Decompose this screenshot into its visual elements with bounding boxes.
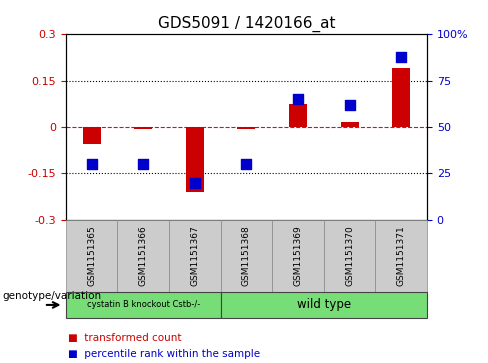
Bar: [392, 68, 410, 127]
Point: [88, 161, 96, 167]
Bar: [134, 127, 152, 129]
Bar: [289, 104, 307, 127]
Text: GSM1151367: GSM1151367: [190, 225, 200, 286]
Text: GSM1151366: GSM1151366: [139, 225, 148, 286]
Bar: [341, 122, 359, 127]
Point: [397, 54, 405, 60]
Text: ■  transformed count: ■ transformed count: [68, 333, 182, 343]
Bar: [186, 127, 204, 192]
Point: [346, 102, 353, 108]
Bar: [82, 127, 101, 144]
Text: GSM1151370: GSM1151370: [345, 225, 354, 286]
Title: GDS5091 / 1420166_at: GDS5091 / 1420166_at: [158, 16, 335, 32]
Text: wild type: wild type: [297, 298, 351, 311]
Text: genotype/variation: genotype/variation: [2, 291, 102, 301]
Text: GSM1151368: GSM1151368: [242, 225, 251, 286]
Text: cystatin B knockout Cstb-/-: cystatin B knockout Cstb-/-: [87, 301, 200, 309]
Point: [243, 161, 250, 167]
Text: GSM1151365: GSM1151365: [87, 225, 96, 286]
Point: [294, 97, 302, 102]
Bar: [238, 127, 256, 129]
Point: [140, 161, 147, 167]
Text: ■  percentile rank within the sample: ■ percentile rank within the sample: [68, 349, 261, 359]
Text: GSM1151369: GSM1151369: [293, 225, 303, 286]
Point: [191, 180, 199, 185]
Text: GSM1151371: GSM1151371: [397, 225, 406, 286]
